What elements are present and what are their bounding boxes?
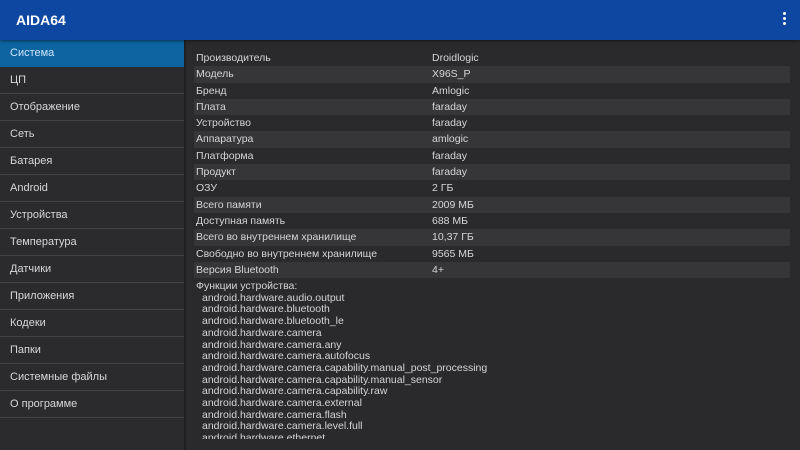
table-row: Продукт faraday <box>194 164 790 181</box>
property-name: Плата <box>196 100 226 113</box>
property-name: Бренд <box>196 84 227 97</box>
feature-item: android.hardware.ethernet <box>202 432 326 439</box>
property-name: Платформа <box>196 149 254 162</box>
property-value: 2009 МБ <box>432 198 474 211</box>
table-row: Доступная память 688 МБ <box>194 213 790 229</box>
property-value: faraday <box>432 100 468 113</box>
table-row: Устройство faraday <box>194 115 790 131</box>
feature-item: android.hardware.camera.any <box>202 338 342 351</box>
sidebar-item[interactable]: Датчики <box>0 256 184 283</box>
property-name: Всего во внутреннем хранилище <box>196 231 357 244</box>
feature-item: android.hardware.bluetooth <box>202 303 330 316</box>
property-value: faraday <box>432 149 468 162</box>
sidebar-item[interactable]: Системные файлы <box>0 364 184 391</box>
table-row: Свободно во внутреннем хранилище 9565 МБ <box>194 246 790 262</box>
sidebar: Система ЦП Отображение Сеть Батарея Android Ус… <box>0 40 186 450</box>
property-value: 9565 МБ <box>432 247 474 260</box>
property-value: Droidlogic <box>432 52 479 64</box>
property-name: Версия Bluetooth <box>196 263 279 276</box>
table-row: ОЗУ 2 ГБ <box>194 180 790 196</box>
feature-item: android.hardware.camera.capability.manua… <box>202 361 488 374</box>
property-value: faraday <box>432 117 468 130</box>
feature-item: android.hardware.camera.level.full <box>202 420 363 433</box>
feature-item: android.hardware.camera.flash <box>202 408 347 421</box>
table-row: Версия Bluetooth 4+ <box>194 261 790 279</box>
property-value: amlogic <box>432 133 469 146</box>
property-value: 10,37 ГБ <box>432 231 474 244</box>
property-table: Производитель Droidlogic Модель X96S_P Бренд… <box>194 50 790 279</box>
sidebar-item[interactable]: Приложения <box>0 283 184 310</box>
property-value: Amlogic <box>432 84 470 97</box>
property-name: Производитель <box>196 52 271 64</box>
feature-item: android.hardware.audio.output <box>202 291 345 304</box>
property-name: Аппаратура <box>196 133 254 146</box>
sidebar-item[interactable]: Система <box>0 40 184 67</box>
feature-item: android.hardware.camera.capability.manua… <box>202 373 443 386</box>
property-name: Продукт <box>196 166 236 179</box>
sidebar-item[interactable]: Кодеки <box>0 310 184 337</box>
app-bar: AIDA64 <box>0 0 800 40</box>
sidebar-item[interactable]: Папки <box>0 337 184 364</box>
feature-item: android.hardware.camera.capability.raw <box>202 385 388 398</box>
property-name: Всего памяти <box>196 198 262 211</box>
property-value: X96S_P <box>432 68 471 81</box>
features-section[interactable]: Функции устройства: android.hardware.aud… <box>196 281 487 439</box>
property-value: 688 МБ <box>432 214 469 227</box>
property-value: 2 ГБ <box>432 182 454 195</box>
sidebar-item[interactable]: О программе <box>0 391 184 418</box>
feature-item: android.hardware.camera.autofocus <box>202 350 371 363</box>
features-list: android.hardware.audio.output android.har… <box>196 291 488 439</box>
table-row: Аппаратура amlogic <box>194 131 790 148</box>
app-title: AIDA64 <box>16 12 66 28</box>
table-row: Плата faraday <box>194 98 790 116</box>
feature-item: android.hardware.camera <box>202 326 322 339</box>
property-value: faraday <box>432 166 468 179</box>
main-panel: Производитель Droidlogic Модель X96S_P Бренд… <box>186 40 800 450</box>
sidebar-item[interactable]: Температура <box>0 229 184 256</box>
sidebar-item[interactable]: Батарея <box>0 148 184 175</box>
table-row: Всего во внутреннем хранилище 10,37 ГБ <box>194 229 790 246</box>
table-row: Всего памяти 2009 МБ <box>194 196 790 213</box>
table-row: Модель X96S_P <box>194 66 790 83</box>
property-name: Свободно во внутреннем хранилище <box>196 247 378 260</box>
property-name: Устройство <box>196 117 251 130</box>
sidebar-item[interactable]: Android <box>0 175 184 202</box>
table-row: Бренд Amlogic <box>194 83 790 99</box>
sidebar-item[interactable]: ЦП <box>0 67 184 94</box>
features-label: Функции устройства: <box>196 281 298 292</box>
sidebar-item[interactable]: Сеть <box>0 121 184 148</box>
sidebar-item[interactable]: Устройства <box>0 202 184 229</box>
more-vert-icon[interactable] <box>778 10 790 30</box>
property-name: ОЗУ <box>196 182 218 195</box>
property-name: Модель <box>196 68 234 81</box>
sidebar-item[interactable]: Отображение <box>0 94 184 121</box>
feature-item: android.hardware.bluetooth_le <box>202 315 344 328</box>
table-row: Производитель Droidlogic <box>194 50 790 66</box>
property-name: Доступная память <box>196 214 286 227</box>
property-value: 4+ <box>432 263 444 276</box>
table-row: Платформа faraday <box>194 148 790 164</box>
feature-item: android.hardware.camera.external <box>202 397 362 410</box>
